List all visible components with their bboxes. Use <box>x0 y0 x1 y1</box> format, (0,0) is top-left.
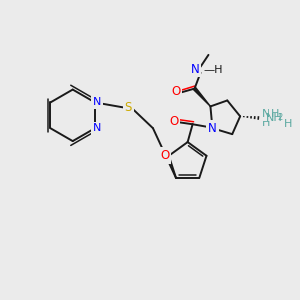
Polygon shape <box>194 88 210 106</box>
Text: N: N <box>262 109 270 119</box>
Text: NH: NH <box>266 113 283 123</box>
Text: O: O <box>171 85 180 98</box>
Text: N: N <box>191 63 200 76</box>
Text: N: N <box>93 123 101 133</box>
Text: 2: 2 <box>278 113 283 122</box>
Text: N: N <box>208 122 217 135</box>
Text: H: H <box>271 109 279 119</box>
Text: N: N <box>93 98 101 107</box>
Text: H: H <box>284 119 292 129</box>
Text: —H: —H <box>203 65 223 75</box>
Text: S: S <box>124 101 132 114</box>
Text: O: O <box>160 149 170 162</box>
Text: H: H <box>262 118 270 128</box>
Text: O: O <box>169 115 178 128</box>
